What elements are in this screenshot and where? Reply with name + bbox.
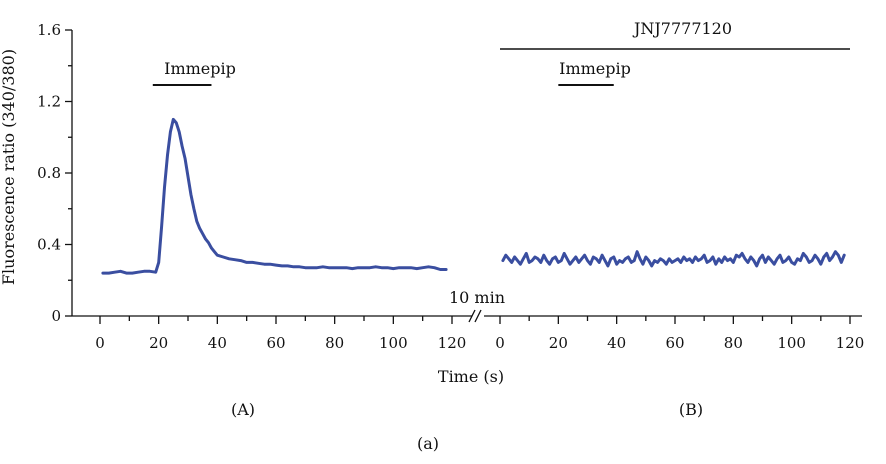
panel-0-x-tick-label-4: 80 [325, 334, 344, 352]
panel-0-x-tick-label-1: 20 [149, 334, 168, 352]
axis-break-mark-2 [474, 309, 482, 323]
panel-0-x-tick-label-6: 120 [438, 334, 467, 352]
figure-label: (a) [417, 434, 439, 453]
panel-1-x-tick-label-3: 60 [665, 334, 684, 352]
panel-0-x-tick-label-0: 0 [95, 334, 105, 352]
y-tick-label-0: 0 [51, 307, 61, 325]
panel-0-x-tick-label-5: 100 [379, 334, 408, 352]
panel-1-trace-0 [501, 250, 846, 268]
panel-a-stimulus-label: Immepip [164, 59, 236, 78]
y-tick-label-2: 0.8 [37, 164, 61, 182]
panel-1-x-tick-label-2: 40 [607, 334, 626, 352]
panel-1-x-tick-label-6: 120 [836, 334, 865, 352]
axis-break-mark-1 [468, 309, 476, 323]
panel-b-drug-label: JNJ7777120 [632, 19, 732, 38]
x-axis-label: Time (s) [438, 367, 504, 386]
axis-break-label: 10 min [449, 288, 505, 307]
panel-1-x-tick-label-0: 0 [495, 334, 505, 352]
y-tick-label-1: 0.4 [37, 236, 61, 254]
panel-0-trace-0 [101, 117, 448, 275]
panel-b-stimulus-label: Immepip [559, 59, 631, 78]
y-tick-label-4: 1.6 [37, 21, 61, 39]
plot-marks [101, 48, 850, 275]
panel-1-x-tick-label-4: 80 [724, 334, 743, 352]
y-tick-label-3: 1.2 [37, 93, 61, 111]
axes: 0 0.4 0.8 1.2 1.6 0 20 40 60 80 100 120 0 20 40 60 80 100… [37, 21, 864, 352]
panel-a-label: (A) [231, 400, 255, 419]
panel-0-x-tick-label-3: 60 [266, 334, 285, 352]
y-axis-label: Fluorescence ratio (340/380) [0, 49, 18, 285]
panel-1-x-tick-label-5: 100 [777, 334, 806, 352]
panel-0-x-tick-label-2: 40 [208, 334, 227, 352]
panel-b-label: (B) [679, 400, 703, 419]
panel-1-x-tick-label-1: 20 [549, 334, 568, 352]
